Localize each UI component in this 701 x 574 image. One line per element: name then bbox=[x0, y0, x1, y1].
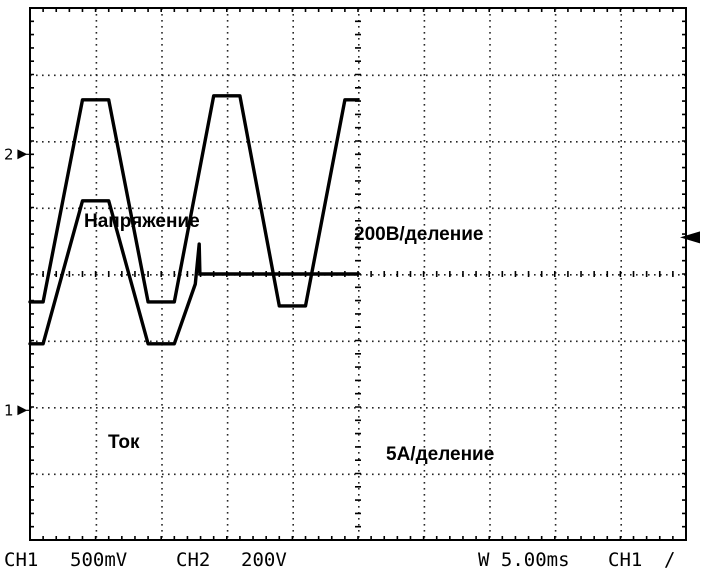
voltage-label: Напряжение bbox=[84, 211, 200, 232]
status-ch2: CH2 bbox=[176, 549, 210, 571]
status-trigger-source: CH1 bbox=[608, 549, 642, 571]
status-ch1-scale: 500mV bbox=[70, 549, 127, 571]
channel-2-marker: 2 bbox=[4, 145, 14, 163]
status-timebase: W 5.00ms bbox=[478, 549, 570, 571]
voltage-scale-label: 200В/деление bbox=[354, 224, 483, 245]
current-trace bbox=[28, 199, 360, 346]
channel-1-arrow-icon bbox=[17, 405, 30, 416]
status-trigger-slope-icon: ∕ bbox=[664, 549, 675, 571]
channel-2-arrow-icon bbox=[17, 149, 30, 160]
channel-1-marker: 1 bbox=[4, 401, 14, 419]
status-bar: CH1 500mV CH2 200V W 5.00ms CH1 ∕ bbox=[4, 549, 675, 571]
channel-markers: 21 bbox=[4, 145, 30, 419]
status-ch2-scale: 200V bbox=[241, 549, 287, 571]
traces bbox=[28, 94, 360, 346]
trigger-level-arrow bbox=[680, 231, 700, 244]
voltage-trace bbox=[28, 94, 360, 308]
current-label: Ток bbox=[108, 432, 140, 453]
status-ch1: CH1 bbox=[4, 549, 38, 571]
current-scale-label: 5А/деление bbox=[386, 444, 494, 465]
